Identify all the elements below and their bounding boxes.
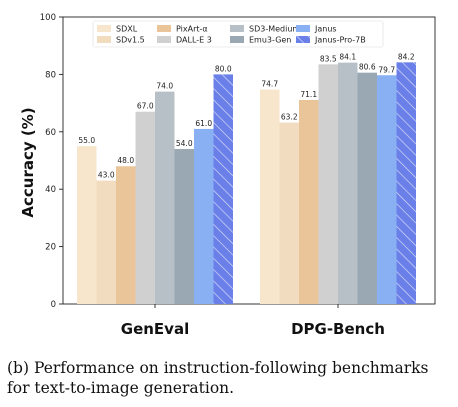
legend-entry: Janus (314, 25, 337, 34)
bar-data-label: 84.1 (339, 53, 356, 62)
bar (77, 146, 97, 304)
legend-entry: SDv1.5 (116, 36, 145, 45)
x-tick-label: GenEval (121, 320, 189, 338)
legend-swatch (296, 36, 310, 43)
y-tick-label: 20 (45, 243, 56, 253)
legend-entry: SDXL (116, 25, 138, 34)
bar-data-label: 80.0 (215, 64, 232, 73)
legend-entry: DALL-E 3 (176, 36, 212, 45)
legend-swatch (157, 25, 171, 32)
legend-swatch (230, 25, 244, 32)
bar-chart: 0 20 40 60 80 100 Accuracy (%) GenEval 55.0 43.04… (19, 13, 436, 338)
legend-entry: Emu3-Gen (249, 36, 291, 45)
bar-data-label: 79.7 (378, 65, 395, 74)
y-tick-label: 60 (45, 128, 56, 138)
bar-data-label: 55.0 (78, 136, 95, 145)
legend-swatch (157, 36, 171, 43)
bar (357, 72, 377, 304)
plot-frame (62, 16, 436, 305)
bar (96, 180, 116, 304)
bar-data-label: 83.5 (320, 54, 337, 63)
bar-data-label: 54.0 (176, 139, 193, 148)
bar-data-label: 43.0 (98, 171, 115, 180)
legend-entry: Janus-Pro-7B (314, 36, 366, 45)
bar-data-label: 61.0 (195, 119, 212, 128)
bar (396, 62, 416, 304)
y-axis-label: Accuracy (%) (19, 107, 37, 217)
caption-text: Performance on instruction-following ben… (7, 359, 429, 397)
bar-data-label: 84.2 (398, 52, 415, 61)
legend-entry: PixArt-α (176, 25, 208, 34)
legend-swatch (97, 36, 111, 43)
y-tick-label: 80 (45, 70, 56, 80)
bar (194, 128, 214, 304)
legend-swatch (296, 25, 310, 32)
bar (279, 122, 299, 304)
bar-data-label: 80.6 (359, 63, 376, 72)
bar (135, 111, 155, 305)
bar (116, 166, 136, 304)
bar-data-label: 48.0 (117, 156, 134, 165)
bar (260, 89, 280, 305)
legend-swatch (97, 25, 111, 32)
bar (338, 62, 358, 305)
caption-label: (b) (7, 359, 30, 377)
y-tick-label: 100 (40, 13, 56, 23)
bar-data-label: 67.0 (137, 102, 154, 111)
bar (174, 149, 194, 304)
bar-data-label: 63.2 (281, 113, 298, 122)
bar (299, 99, 319, 305)
bar-data-label: 74.7 (261, 80, 278, 89)
legend-swatch (230, 36, 244, 43)
legend-entry: SD3-Medium (249, 25, 300, 34)
y-tick-label: 40 (45, 185, 56, 195)
bar (213, 74, 233, 305)
bar (377, 75, 397, 304)
bar (155, 91, 175, 305)
x-tick-label: DPG-Bench (291, 320, 385, 338)
bar (318, 64, 338, 304)
bar-data-label: 74.0 (156, 82, 173, 91)
y-tick-label: 0 (51, 300, 56, 310)
bar-data-label: 71.1 (300, 90, 317, 99)
figure-caption: (b) Performance on instruction-following… (7, 358, 455, 398)
